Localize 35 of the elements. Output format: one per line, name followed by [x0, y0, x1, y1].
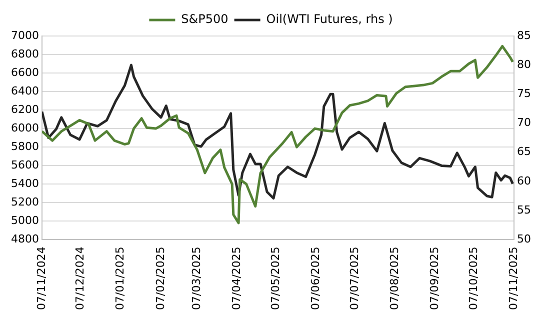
y-tick-label: 6200 [10, 102, 39, 116]
legend-label: S&P500 [181, 12, 228, 26]
y-tick-label: 5800 [10, 140, 39, 153]
x-tick-label: 07/03/2025 [190, 246, 204, 310]
x-tick-label: 07/11/2024 [34, 246, 48, 310]
y2-tick-label: 75 [517, 87, 532, 100]
y-tick-label: 5400 [10, 176, 39, 190]
x-tick-label: 07/02/2025 [154, 246, 167, 310]
y-tick-label: 5200 [10, 195, 39, 208]
x-tick-label: 07/12/2024 [74, 246, 87, 310]
x-tick-label: 07/05/2025 [268, 246, 282, 310]
x-tick-label: 07/06/2025 [309, 246, 322, 310]
x-tick-label: 07/10/2025 [466, 246, 480, 310]
y2-tick-label: 50 [517, 232, 532, 246]
y-tick-label: 6600 [10, 66, 39, 79]
y-tick-label: 6400 [10, 84, 39, 98]
legend-label: Oil(WTI Futures, rhs ) [266, 12, 393, 26]
y-tick-label: 7000 [10, 28, 39, 42]
y-tick-label: 6800 [10, 47, 39, 60]
x-tick-label: 07/04/2025 [230, 246, 244, 310]
y2-tick-label: 80 [517, 58, 532, 71]
x-tick-label: 07/08/2025 [388, 246, 401, 310]
y2-tick-label: 55 [517, 203, 532, 216]
y-tick-label: 5000 [10, 214, 39, 227]
y-tick-label: 5600 [10, 158, 39, 172]
y2-tick-label: 85 [517, 28, 532, 42]
x-tick-label: 07/11/2025 [506, 246, 520, 310]
x-tick-label: 07/09/2025 [428, 246, 441, 310]
y-tick-label: 6000 [10, 121, 39, 134]
y2-tick-label: 65 [517, 145, 532, 158]
x-tick-label: 07/07/2025 [348, 246, 361, 310]
x-tick-label: 07/01/2025 [114, 246, 127, 310]
y2-tick-label: 70 [517, 116, 532, 130]
y-tick-label: 4800 [10, 232, 39, 246]
y2-tick-label: 60 [517, 174, 532, 188]
